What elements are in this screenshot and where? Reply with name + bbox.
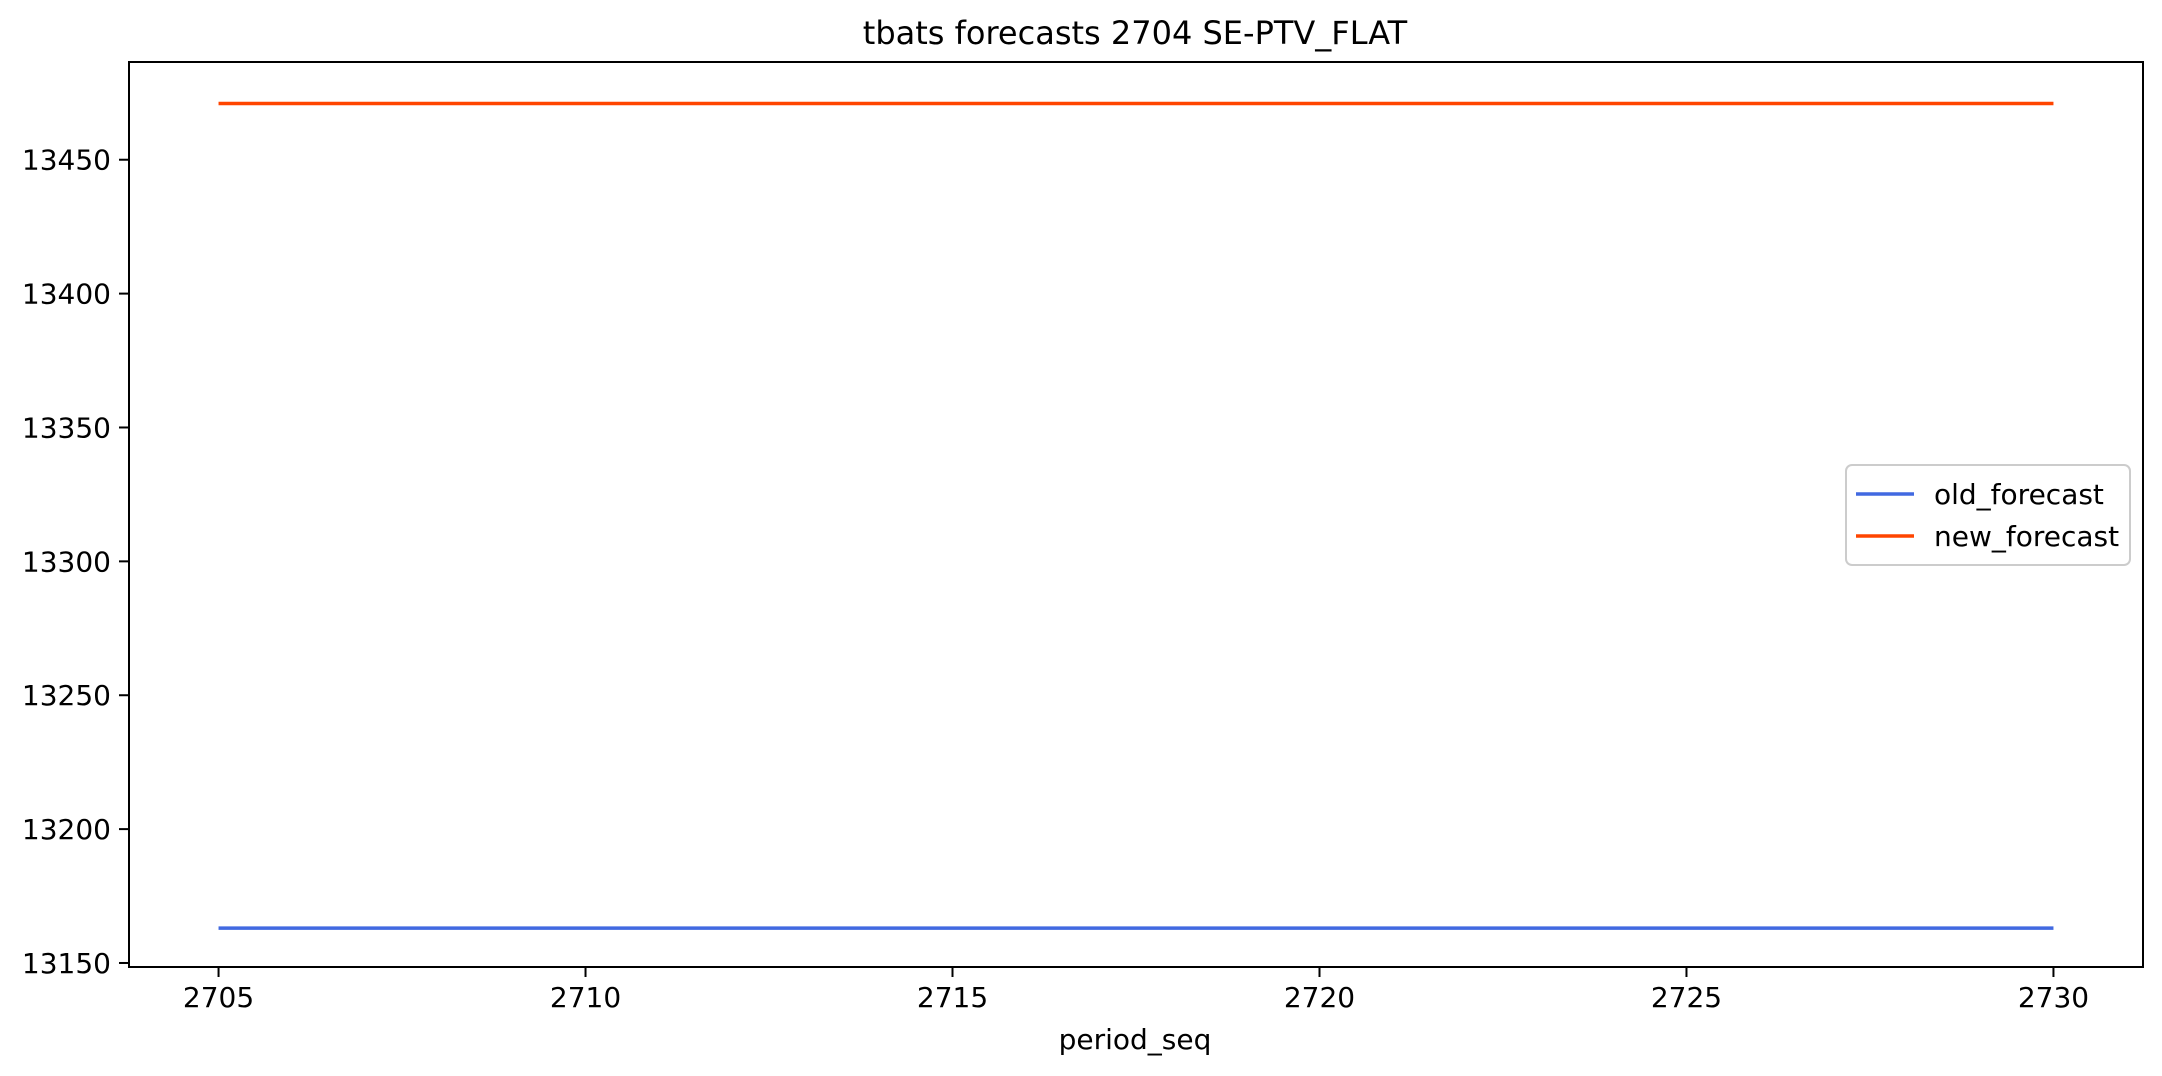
y-tick-label: 13200: [22, 813, 111, 846]
x-tick-label: 2710: [550, 981, 621, 1014]
x-tick-label: 2725: [1651, 981, 1722, 1014]
y-tick-label: 13400: [22, 278, 111, 311]
plot-frame: [128, 61, 2144, 968]
chart-title: tbats forecasts 2704 SE-PTV_FLAT: [863, 14, 1408, 52]
y-tick-label: 13150: [22, 947, 111, 980]
x-tick-label: 2720: [1284, 981, 1355, 1014]
y-tick-label: 13250: [22, 679, 111, 712]
legend: old_forecast new_forecast: [1845, 464, 2131, 566]
x-tick-label: 2705: [183, 981, 254, 1014]
x-axis: 2705 2710 2715 2720 2725 2730: [183, 967, 2089, 1014]
x-axis-label: period_seq: [1059, 1023, 1212, 1056]
y-tick-label: 13450: [22, 144, 111, 177]
x-tick-label: 2730: [2018, 981, 2089, 1014]
legend-box: [1845, 464, 2131, 566]
y-tick-label: 13300: [22, 545, 111, 578]
y-axis: 13150 13200 13250 13300 13350 13400 13450: [22, 144, 129, 980]
x-tick-label: 2715: [917, 981, 988, 1014]
series-layer: [218, 101, 2054, 930]
y-tick-label: 13350: [22, 411, 111, 444]
legend-label-old_forecast: old_forecast: [1934, 478, 2104, 511]
legend-label-new_forecast: new_forecast: [1934, 520, 2119, 553]
